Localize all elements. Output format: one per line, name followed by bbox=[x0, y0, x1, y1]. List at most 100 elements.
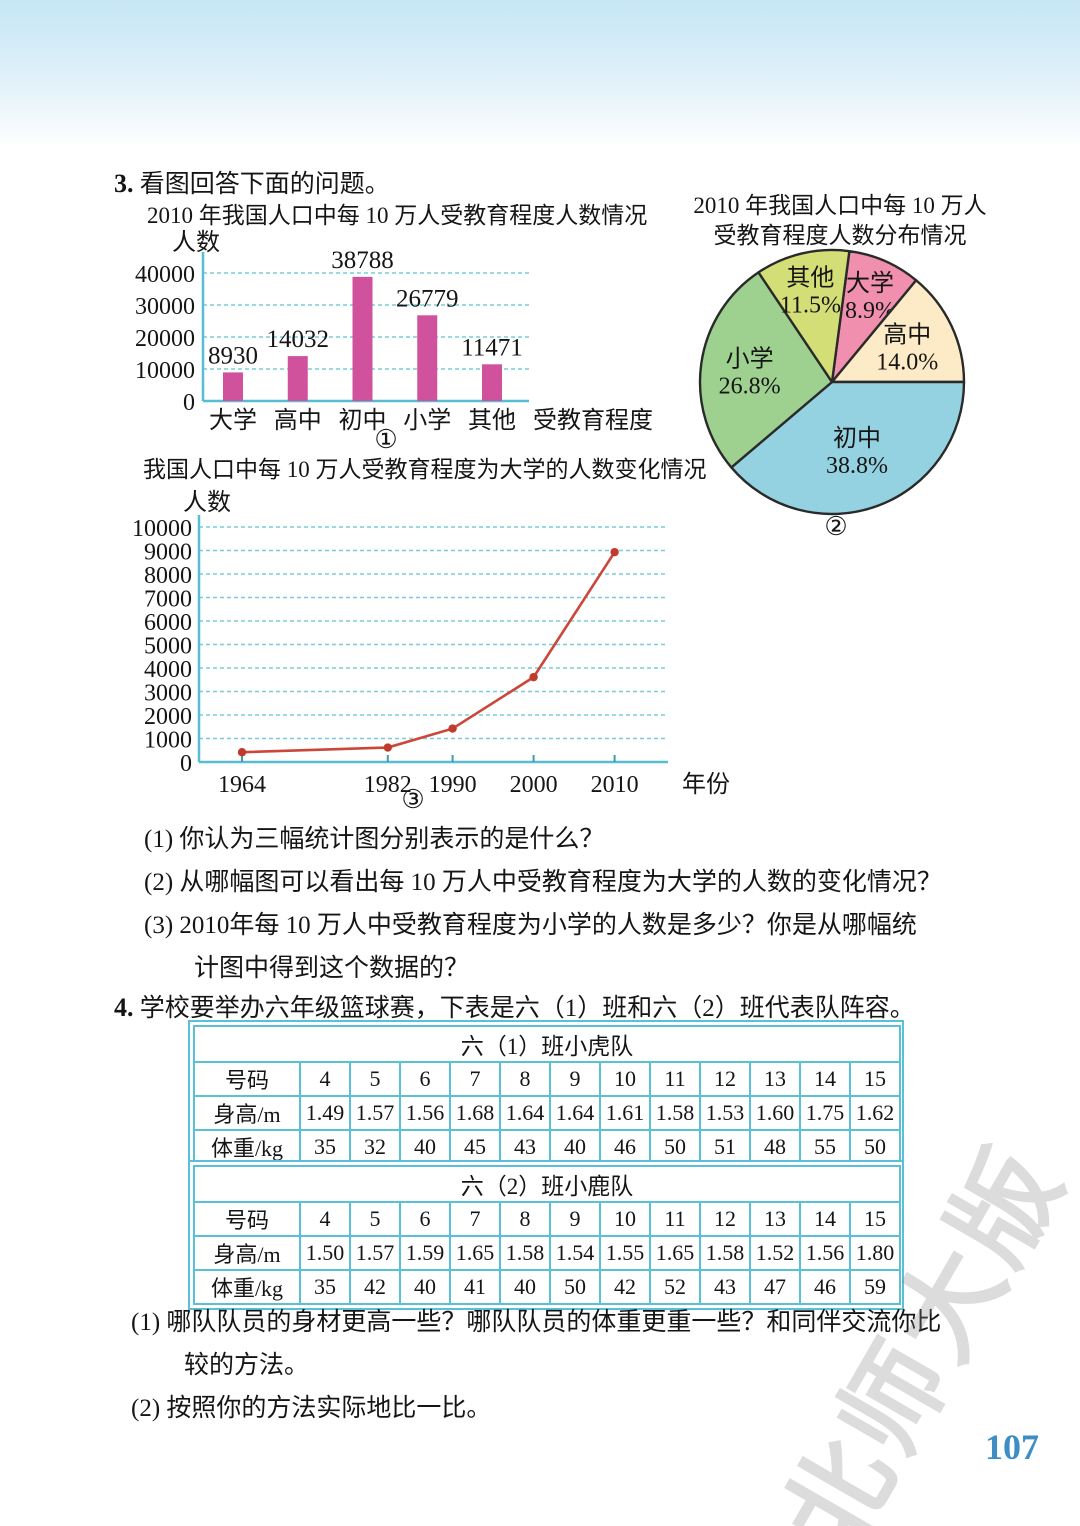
y-tick-label: 8000 bbox=[144, 563, 192, 589]
x-tick-label: 1982 bbox=[364, 772, 412, 798]
bar-value-label: 14032 bbox=[267, 326, 330, 353]
table-cell: 1.75 bbox=[799, 1095, 851, 1131]
table-cell: 1.56 bbox=[399, 1095, 451, 1131]
pie-slice-name: 大学 bbox=[846, 270, 894, 297]
pie-slice-name: 初中 bbox=[833, 425, 881, 452]
table-title: 六（2）班小鹿队 bbox=[192, 1165, 902, 1203]
table-cell: 40 bbox=[399, 1269, 451, 1305]
table-cell: 45 bbox=[449, 1129, 501, 1165]
figure-label-3: ③ bbox=[401, 785, 424, 812]
question-4-number: 4. bbox=[114, 993, 134, 1022]
table-cell: 4 bbox=[299, 1061, 351, 1097]
table-cell: 50 bbox=[848, 1129, 902, 1165]
table-cell: 6 bbox=[399, 1061, 451, 1097]
table-cell: 1.61 bbox=[599, 1095, 651, 1131]
table-cell: 50 bbox=[649, 1129, 701, 1165]
y-tick-label: 9000 bbox=[144, 540, 192, 566]
table-cell: 42 bbox=[599, 1269, 651, 1305]
row-header: 体重/kg bbox=[193, 1129, 301, 1165]
table-cell: 9 bbox=[549, 1201, 601, 1237]
table-cell: 1.53 bbox=[699, 1095, 751, 1131]
figure-label-2: ② bbox=[824, 512, 847, 541]
table-cell: 5 bbox=[349, 1061, 401, 1097]
y-tick-label: 0 bbox=[180, 751, 192, 777]
table-cell: 12 bbox=[699, 1061, 751, 1097]
bar-大学 bbox=[223, 372, 243, 401]
roster-table: 六（2）班小鹿队 号码 4 5 6 7 8 9 10 11 12 13 14 15 身高/m 1.50 1.57… bbox=[192, 1165, 902, 1305]
question-3-prompt: 看图回答下面的问题。 bbox=[139, 171, 390, 198]
table-cell: 5 bbox=[349, 1201, 401, 1237]
pie-chart-title-line1: 2010 年我国人口中每 10 万人 bbox=[693, 193, 987, 218]
table-row: 体重/kg 35 32 40 45 43 40 46 50 51 48 55 50 bbox=[193, 1129, 902, 1165]
table-cell: 1.64 bbox=[499, 1095, 551, 1131]
bar-chart-ylabel: 人数 bbox=[172, 230, 220, 256]
table-cell: 1.60 bbox=[749, 1095, 801, 1131]
table-cell: 46 bbox=[599, 1129, 651, 1165]
bar-category-label: 其他 bbox=[468, 407, 516, 434]
table-cell: 1.64 bbox=[549, 1095, 601, 1131]
row-header: 号码 bbox=[193, 1061, 301, 1097]
y-tick-label: 30000 bbox=[135, 294, 195, 320]
y-tick-label: 40000 bbox=[135, 262, 195, 288]
table-cell: 12 bbox=[699, 1201, 751, 1237]
pie-slice-pct: 14.0% bbox=[876, 350, 938, 376]
bar-value-label: 8930 bbox=[208, 342, 258, 369]
table-cell: 46 bbox=[799, 1269, 851, 1305]
pie-chart-title: 2010 年我国人口中每 10 万人 受教育程度人数分布情况 bbox=[650, 191, 1030, 251]
bar-category-label: 小学 bbox=[403, 407, 451, 434]
q4-subquestion-1-line1: (1) 哪队队员的身材更高一些？哪队队员的体重更重一些？和同伴交流你比 bbox=[131, 1309, 942, 1336]
pie-slice-高中 bbox=[830, 279, 966, 384]
table-row: 号码 4 5 6 7 8 9 10 11 12 13 14 15 bbox=[193, 1201, 902, 1237]
y-tick-label: 7000 bbox=[144, 587, 192, 613]
table-cell: 1.52 bbox=[749, 1235, 801, 1271]
x-tick-label: 1990 bbox=[429, 772, 477, 798]
data-line bbox=[241, 551, 616, 754]
table-cell: 32 bbox=[349, 1129, 401, 1165]
y-tick-label: 0 bbox=[183, 390, 195, 416]
q3-subquestion-3-line1: (3) 2010年每 10 万人中受教育程度为小学的人数是多少？你是从哪幅统 bbox=[144, 912, 917, 939]
data-point bbox=[610, 547, 619, 557]
table-cell: 1.62 bbox=[848, 1095, 902, 1131]
row-header: 号码 bbox=[193, 1201, 301, 1237]
table-cell: 43 bbox=[499, 1129, 551, 1165]
y-tick-label: 4000 bbox=[144, 657, 192, 683]
table-cell: 41 bbox=[449, 1269, 501, 1305]
question-3-heading: 3. 看图回答下面的问题。 bbox=[114, 164, 390, 200]
bar-category-label: 大学 bbox=[209, 407, 257, 434]
line-chart-title: 我国人口中每 10 万人受教育程度为大学的人数变化情况 bbox=[143, 457, 707, 482]
table-cell: 15 bbox=[848, 1201, 902, 1237]
table-cell: 13 bbox=[749, 1061, 801, 1097]
table-cell: 1.59 bbox=[399, 1235, 451, 1271]
bar-小学 bbox=[417, 315, 438, 401]
bar-category-label: 初中 bbox=[339, 407, 387, 434]
y-tick-label: 5000 bbox=[144, 634, 192, 660]
bar-高中 bbox=[287, 356, 308, 401]
table-cell: 1.65 bbox=[649, 1235, 701, 1271]
table-cell: 35 bbox=[299, 1269, 351, 1305]
top-gradient-banner bbox=[0, 0, 1080, 148]
table-cell: 48 bbox=[749, 1129, 801, 1165]
y-tick-label: 10000 bbox=[135, 358, 195, 384]
pie-slice-初中 bbox=[730, 380, 966, 516]
table-cell: 8 bbox=[499, 1061, 551, 1097]
figure-label-1: ① bbox=[374, 425, 397, 454]
table-cell: 14 bbox=[799, 1061, 851, 1097]
table-cell: 43 bbox=[699, 1269, 751, 1305]
table-cell: 40 bbox=[399, 1129, 451, 1165]
team2-roster-table: 六（2）班小鹿队 号码 4 5 6 7 8 9 10 11 12 13 14 15 身高/m 1.50 1.57… bbox=[188, 1160, 904, 1310]
bar-chart-title: 2010 年我国人口中每 10 万人受教育程度人数情况 bbox=[147, 203, 648, 228]
bar-初中 bbox=[352, 276, 373, 401]
line-xaxis-label: 年份 bbox=[682, 771, 730, 798]
q4-subquestion-1-line2: 较的方法。 bbox=[184, 1352, 310, 1379]
table-cell: 51 bbox=[699, 1129, 751, 1165]
table-cell: 50 bbox=[549, 1269, 601, 1305]
pie-chart-title-line2: 受教育程度人数分布情况 bbox=[713, 223, 967, 248]
pie-slice-name: 小学 bbox=[726, 346, 774, 373]
bar-其他 bbox=[482, 364, 502, 401]
bar-chart: 0 10000 20000 30000 40000 8930 大学 14032 高中 38788 初… bbox=[135, 247, 653, 454]
table-cell: 52 bbox=[649, 1269, 701, 1305]
q3-subquestion-3-line2: 计图中得到这个数据的？ bbox=[194, 955, 470, 982]
y-tick-label: 20000 bbox=[135, 326, 195, 352]
table-row: 身高/m 1.50 1.57 1.59 1.65 1.58 1.54 1.55 1.65 1.58… bbox=[193, 1235, 902, 1271]
